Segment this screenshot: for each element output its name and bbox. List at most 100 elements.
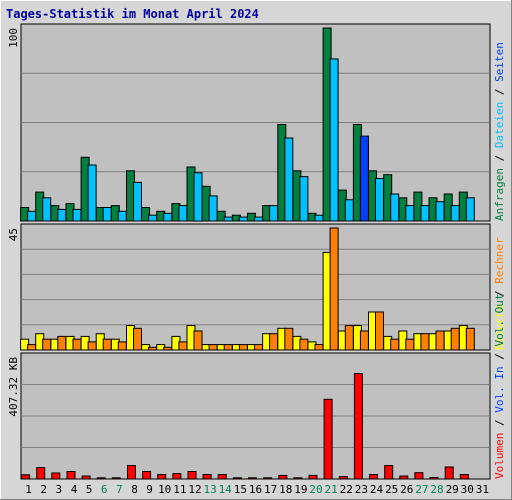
x-tick-label-day-29: 29 bbox=[446, 483, 459, 496]
bar-bottom-volumen-day-10 bbox=[157, 474, 167, 480]
x-tick-label-day-5: 5 bbox=[86, 483, 93, 496]
x-tick-label-day-23: 23 bbox=[355, 483, 368, 496]
bar-top-dateien-day-19 bbox=[299, 176, 309, 222]
bar-top-dateien-day-4 bbox=[72, 208, 82, 222]
x-tick-label-day-8: 8 bbox=[131, 483, 138, 496]
x-tick-label-day-31: 31 bbox=[476, 483, 489, 496]
panel-bottom-legend: Volumen / Vol. In / Vol. Out bbox=[493, 294, 506, 479]
x-tick-label-day-4: 4 bbox=[71, 483, 78, 496]
bar-middle-rechner-day-12 bbox=[193, 330, 203, 351]
bar-top-dateien-day-14 bbox=[223, 216, 233, 222]
bar-bottom-volumen-day-23 bbox=[353, 373, 363, 480]
bar-top-dateien-day-8 bbox=[133, 181, 142, 222]
x-tick-label-day-20: 20 bbox=[309, 483, 322, 496]
bar-middle-rechner-day-27 bbox=[420, 333, 430, 351]
bar-top-seiten-day-23 bbox=[359, 135, 369, 222]
panel-top-legend: Anfragen / Dateien / Seiten bbox=[493, 42, 506, 221]
x-tick-label-day-26: 26 bbox=[400, 483, 413, 496]
panel-middle-legend: Besuche / Rechner bbox=[493, 237, 506, 350]
bar-bottom-volumen-day-26 bbox=[399, 475, 409, 480]
bar-top-dateien-day-18 bbox=[284, 137, 294, 222]
bar-middle-rechner-day-17 bbox=[269, 333, 279, 351]
legend-rechner: Rechner bbox=[493, 237, 506, 284]
bar-bottom-volumen-day-30 bbox=[459, 474, 469, 480]
x-tick-label-day-30: 30 bbox=[461, 483, 474, 496]
bar-bottom-volumen-day-18 bbox=[278, 474, 288, 480]
bar-bottom-volumen-day-7 bbox=[111, 477, 121, 480]
bar-bottom-volumen-day-4 bbox=[66, 471, 76, 480]
x-tick-label-day-15: 15 bbox=[234, 483, 247, 496]
bar-bottom-volumen-day-3 bbox=[51, 472, 61, 480]
legend-separator: / bbox=[493, 413, 506, 433]
x-tick-label-day-21: 21 bbox=[324, 483, 337, 496]
x-tick-label-day-28: 28 bbox=[430, 483, 443, 496]
x-tick-label-day-19: 19 bbox=[294, 483, 307, 496]
bar-bottom-volumen-day-27 bbox=[414, 472, 424, 480]
legend-volin: Vol. In bbox=[493, 366, 506, 412]
bar-middle-rechner-day-29 bbox=[450, 327, 460, 351]
bar-middle-rechner-day-24 bbox=[375, 311, 384, 351]
bar-top-dateien-day-11 bbox=[178, 205, 188, 222]
bar-middle-rechner-day-5 bbox=[87, 341, 97, 351]
bar-middle-rechner-day-30 bbox=[465, 327, 475, 351]
bar-top-dateien-day-7 bbox=[117, 210, 127, 222]
bar-middle-rechner-day-19 bbox=[299, 338, 309, 351]
bar-middle-rechner-day-18 bbox=[284, 327, 294, 351]
bar-bottom-volumen-day-21 bbox=[323, 398, 333, 480]
x-tick-label-day-16: 16 bbox=[249, 483, 262, 496]
bar-top-dateien-day-10 bbox=[163, 212, 173, 222]
bar-bottom-volumen-day-25 bbox=[384, 465, 394, 480]
bar-middle-rechner-day-21 bbox=[329, 227, 339, 351]
x-tick-label-day-7: 7 bbox=[116, 483, 123, 496]
bar-top-dateien-day-9 bbox=[148, 214, 158, 222]
bar-top-dateien-day-24 bbox=[375, 178, 384, 222]
x-tick-label-day-1: 1 bbox=[25, 483, 32, 496]
bar-bottom-volumen-day-8 bbox=[127, 465, 136, 480]
bar-bottom-volumen-day-5 bbox=[81, 475, 91, 480]
bar-top-dateien-day-2 bbox=[42, 197, 52, 222]
bar-bottom-volumen-day-22 bbox=[338, 476, 348, 480]
bar-middle-rechner-day-8 bbox=[133, 327, 142, 351]
bar-bottom-volumen-day-24 bbox=[369, 474, 378, 480]
legend-anfragen: Anfragen bbox=[493, 168, 506, 221]
bar-bottom-volumen-day-12 bbox=[187, 471, 197, 480]
legend-seiten: Seiten bbox=[493, 42, 506, 82]
bar-top-dateien-day-25 bbox=[390, 193, 400, 222]
legend-volumen: Volumen bbox=[493, 433, 506, 479]
x-tick-label-day-18: 18 bbox=[279, 483, 292, 496]
panel-top-ymax-label: 100 bbox=[7, 28, 20, 48]
bar-bottom-volumen-day-14 bbox=[217, 474, 227, 480]
bar-bottom-volumen-day-1 bbox=[21, 474, 31, 480]
bar-top-dateien-day-20 bbox=[314, 214, 324, 222]
bar-middle-rechner-day-2 bbox=[42, 338, 52, 351]
bar-bottom-volumen-day-20 bbox=[308, 474, 318, 480]
panel-middle-plot bbox=[20, 223, 491, 351]
x-tick-label-day-14: 14 bbox=[219, 483, 233, 496]
x-tick-label-day-24: 24 bbox=[370, 483, 384, 496]
bar-top-dateien-day-5 bbox=[87, 164, 97, 222]
legend-separator: / bbox=[493, 148, 506, 168]
bar-middle-rechner-day-23 bbox=[359, 330, 369, 351]
bar-middle-rechner-day-16 bbox=[254, 344, 263, 351]
bar-bottom-volumen-day-11 bbox=[172, 473, 182, 480]
bar-middle-rechner-day-9 bbox=[148, 346, 158, 351]
bar-middle-rechner-day-4 bbox=[72, 338, 82, 351]
bar-top-dateien-day-16 bbox=[254, 216, 263, 222]
bar-bottom-volumen-day-15 bbox=[232, 477, 242, 480]
bar-middle-rechner-day-6 bbox=[102, 338, 112, 351]
bar-middle-rechner-day-20 bbox=[314, 344, 324, 351]
bar-top-dateien-day-3 bbox=[57, 208, 67, 222]
bar-bottom-volumen-day-16 bbox=[248, 477, 257, 480]
bar-bottom-volumen-day-19 bbox=[293, 477, 303, 480]
panel-middle-ymax-label: 45 bbox=[7, 228, 20, 241]
bar-top-dateien-day-17 bbox=[269, 205, 279, 222]
legend-separator: / bbox=[493, 82, 506, 102]
bar-bottom-volumen-day-17 bbox=[263, 477, 273, 480]
bar-middle-rechner-day-28 bbox=[435, 330, 445, 351]
bar-bottom-volumen-day-9 bbox=[142, 471, 152, 480]
bar-middle-rechner-day-14 bbox=[223, 344, 233, 351]
bar-middle-rechner-day-11 bbox=[178, 341, 188, 351]
bar-middle-rechner-day-1 bbox=[27, 344, 37, 351]
x-tick-label-day-22: 22 bbox=[340, 483, 353, 496]
